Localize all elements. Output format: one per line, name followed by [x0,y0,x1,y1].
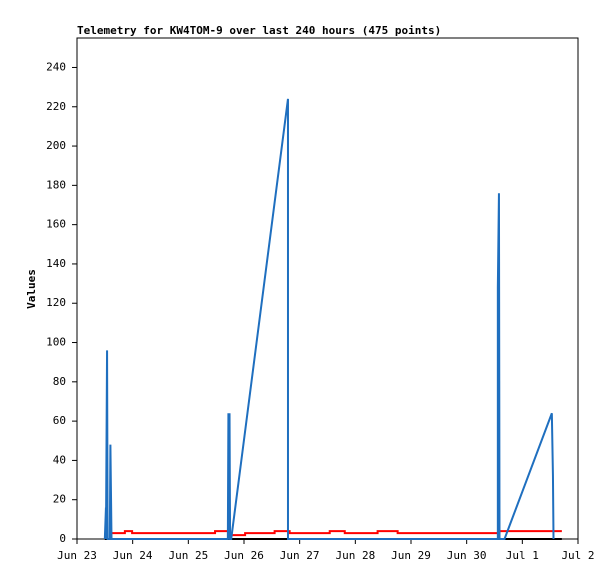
data-line [109,530,562,537]
x-tick-label: Jun 29 [391,549,431,562]
x-tick-label: Jun 25 [168,549,208,562]
x-tick-label: Jun 28 [335,549,375,562]
y-tick-label: 100 [46,336,66,349]
x-tick-label: Jun 27 [280,549,320,562]
y-tick-label: 80 [53,375,66,388]
chart-title: Telemetry for KW4TOM-9 over last 240 hou… [77,24,441,37]
y-tick-label: 200 [46,139,66,152]
y-tick-label: 40 [53,453,66,466]
y-tick-label: 220 [46,100,66,113]
y-tick-label: 20 [53,493,66,506]
y-axis-label: Values [25,269,38,309]
y-tick-label: 180 [46,178,66,191]
x-tick-label: Jul 1 [506,549,539,562]
data-line [103,98,555,540]
y-tick-label: 140 [46,257,66,270]
y-tick-label: 160 [46,218,66,231]
y-tick-label: 60 [53,414,66,427]
x-tick-label: Jun 23 [57,549,97,562]
x-tick-label: Jun 26 [224,549,264,562]
x-tick-label: Jul 2 [561,549,594,562]
y-tick-label: 240 [46,60,66,73]
y-tick-label: 120 [46,296,66,309]
x-tick-label: Jun 30 [447,549,487,562]
y-tick-label: 0 [59,532,66,545]
plot-frame [76,37,579,540]
x-tick-label: Jun 24 [113,549,153,562]
